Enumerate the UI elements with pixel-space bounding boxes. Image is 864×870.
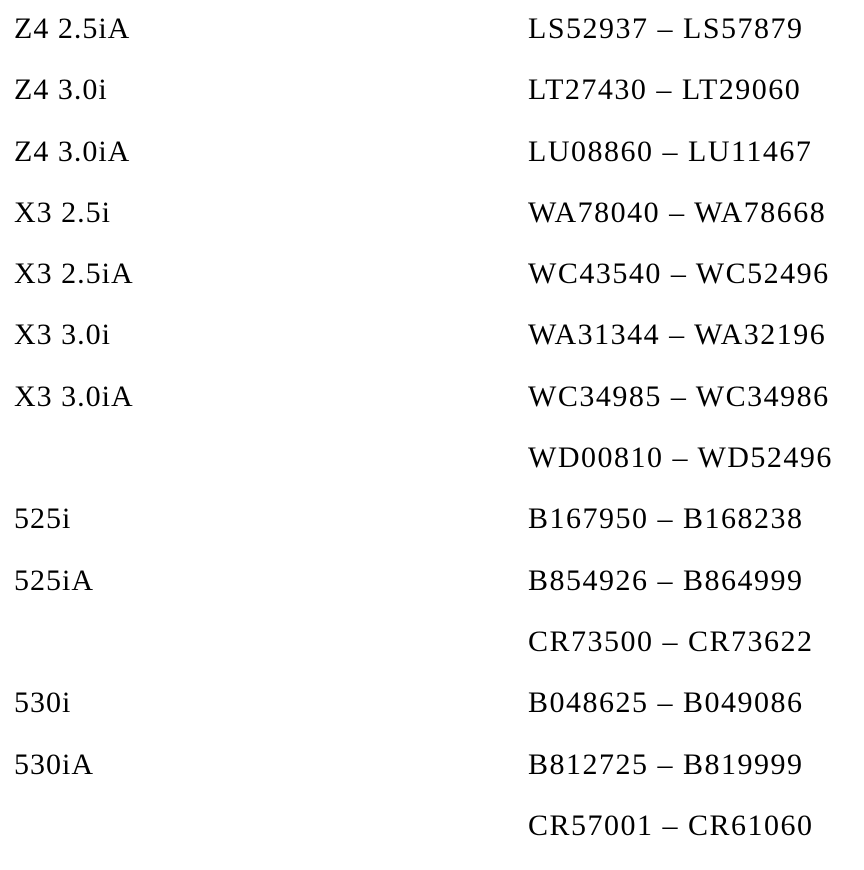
vin-range-cell: WD00810 – WD52496 [528,441,833,475]
table-row: Z4 3.0i LT27430 – LT29060 [0,73,864,134]
model-cell: 525iA [14,563,94,597]
vin-range-cell: WC34985 – WC34986 [528,379,830,413]
model-cell: 530iA [14,747,94,781]
table-row: 525iA B854926 – B864999 [0,564,864,625]
model-cell: 530i [14,686,72,720]
table-row: CR57001 – CR61060 [0,809,864,870]
table-row: CR73500 – CR73622 [0,625,864,686]
model-cell: X3 2.5iA [14,257,134,291]
vin-range-cell: B167950 – B168238 [528,502,804,536]
model-cell: X3 3.0i [14,318,111,352]
vin-range-cell: B048625 – B049086 [528,686,804,720]
table-row: 530i B048625 – B049086 [0,686,864,747]
table-row: X3 2.5iA WC43540 – WC52496 [0,257,864,318]
table-row: Z4 3.0iA LU08860 – LU11467 [0,135,864,196]
table-row: 530iA B812725 – B819999 [0,748,864,809]
model-cell: 525i [14,502,72,536]
model-cell: Z4 3.0iA [14,134,131,168]
table-row: X3 3.0iA WC34985 – WC34986 [0,380,864,441]
table-row: Z4 2.5iA LS52937 – LS57879 [0,12,864,73]
table-row: 525i B167950 – B168238 [0,502,864,563]
model-cell: Z4 3.0i [14,73,108,107]
vin-range-cell: CR73500 – CR73622 [528,624,814,658]
vin-range-cell: CR57001 – CR61060 [528,808,814,842]
vin-range-cell: B854926 – B864999 [528,563,804,597]
table-row: X3 3.0i WA31344 – WA32196 [0,318,864,379]
table-row: X3 2.5i WA78040 – WA78668 [0,196,864,257]
scanned-document-page: Z4 2.5iA LS52937 – LS57879 Z4 3.0i LT274… [0,12,864,842]
vin-range-cell: LT27430 – LT29060 [528,73,802,107]
vin-range-cell: LU08860 – LU11467 [528,134,813,168]
model-cell: Z4 2.5iA [14,12,131,45]
vin-range-cell: LS52937 – LS57879 [528,12,804,45]
model-cell: X3 2.5i [14,195,111,229]
vin-range-cell: WA31344 – WA32196 [528,318,827,352]
vin-range-cell: WA78040 – WA78668 [528,195,827,229]
vin-range-cell: B812725 – B819999 [528,747,804,781]
table-row: WD00810 – WD52496 [0,441,864,502]
model-cell: X3 3.0iA [14,379,134,413]
vin-range-cell: WC43540 – WC52496 [528,257,830,291]
